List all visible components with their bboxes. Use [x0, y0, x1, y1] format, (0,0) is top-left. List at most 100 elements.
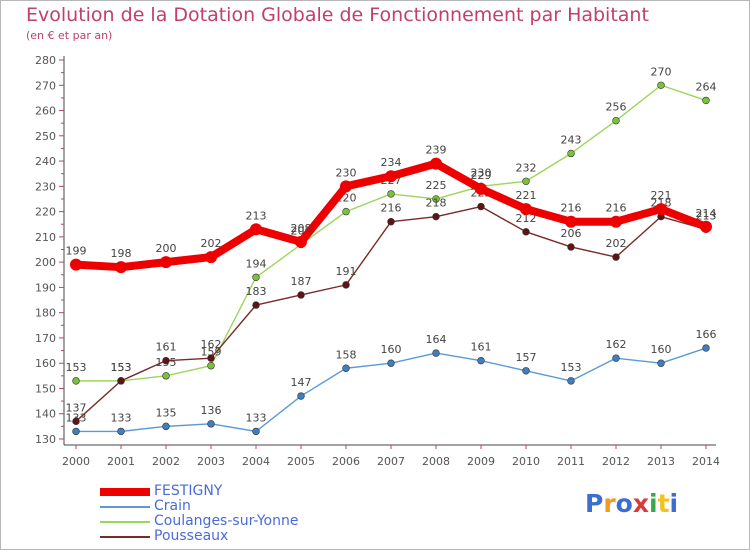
- x-tick-label: 2006: [332, 455, 360, 468]
- data-label-festigny: 230: [336, 166, 357, 179]
- data-point-pousseaux: [207, 354, 215, 362]
- data-point-coulanges-sur-yonne: [342, 207, 350, 216]
- data-label-coulanges-sur-yonne: 159: [201, 346, 222, 359]
- y-tick-label: 220: [35, 206, 56, 219]
- data-label-pousseaux: 137: [66, 401, 87, 414]
- data-label-pousseaux: 183: [246, 285, 267, 298]
- chart-title: Evolution de la Dotation Globale de Fonc…: [26, 4, 649, 26]
- data-point-coulanges-sur-yonne: [207, 362, 215, 370]
- data-point-pousseaux: [567, 243, 575, 251]
- data-point-crain: [252, 427, 260, 436]
- data-point-coulanges-sur-yonne: [657, 81, 665, 89]
- y-tick-label: 240: [35, 155, 56, 168]
- legend-swatch: [100, 488, 150, 496]
- x-tick-label: 2014: [692, 455, 720, 468]
- data-point-coulanges-sur-yonne: [162, 372, 170, 380]
- data-label-crain: 133: [246, 411, 267, 424]
- data-label-festigny: 221: [516, 189, 537, 202]
- data-point-festigny: [655, 203, 667, 216]
- data-label-pousseaux: 213: [696, 209, 717, 222]
- data-point-pousseaux: [162, 356, 170, 365]
- data-label-pousseaux: 218: [426, 197, 447, 210]
- data-label-festigny: 208: [291, 222, 312, 235]
- y-tick-label: 170: [35, 332, 56, 345]
- data-label-coulanges-sur-yonne: 270: [651, 65, 672, 78]
- y-tick-label: 160: [35, 357, 56, 370]
- data-point-coulanges-sur-yonne: [702, 96, 710, 105]
- data-label-festigny: 239: [426, 144, 447, 157]
- x-tick-label: 2002: [152, 455, 180, 468]
- x-tick-label: 2008: [422, 455, 450, 468]
- x-tick-label: 2003: [197, 455, 225, 468]
- x-tick-label: 2009: [467, 455, 495, 468]
- data-point-crain: [207, 420, 215, 428]
- data-point-pousseaux: [522, 228, 530, 236]
- data-label-festigny: 234: [381, 156, 402, 169]
- y-tick-label: 210: [35, 231, 56, 244]
- x-tick-label: 2005: [287, 455, 315, 468]
- data-label-coulanges-sur-yonne: 264: [696, 80, 717, 93]
- data-label-pousseaux: 202: [606, 237, 627, 250]
- data-point-coulanges-sur-yonne: [387, 190, 395, 198]
- data-point-crain: [477, 356, 485, 365]
- x-tick-label: 2012: [602, 455, 630, 468]
- data-label-coulanges-sur-yonne: 243: [561, 133, 582, 146]
- data-point-festigny: [70, 258, 82, 271]
- data-label-festigny: 229: [471, 169, 492, 182]
- data-label-festigny: 221: [651, 189, 672, 202]
- y-tick-label: 280: [35, 54, 56, 67]
- data-point-festigny: [565, 215, 577, 228]
- y-tick-label: 250: [35, 130, 56, 143]
- y-tick-label: 270: [35, 79, 56, 92]
- data-point-pousseaux: [387, 218, 395, 226]
- data-label-crain: 133: [111, 411, 132, 424]
- data-label-festigny: 202: [201, 237, 222, 250]
- data-label-crain: 135: [156, 406, 177, 419]
- data-point-pousseaux: [297, 291, 305, 299]
- data-point-festigny: [430, 157, 442, 170]
- data-point-pousseaux: [117, 377, 125, 385]
- x-tick-label: 2000: [62, 455, 90, 468]
- data-label-coulanges-sur-yonne: 153: [111, 361, 132, 374]
- data-label-festigny: 198: [111, 247, 132, 260]
- data-label-pousseaux: 216: [381, 202, 402, 215]
- data-point-crain: [117, 427, 125, 436]
- data-label-pousseaux: 187: [291, 275, 312, 288]
- data-point-pousseaux: [252, 301, 260, 309]
- data-label-crain: 153: [561, 361, 582, 374]
- legend-label: Crain: [154, 498, 191, 514]
- legend-swatch: [100, 521, 150, 523]
- line-chart: 130 140 150 160 170 180 190 200 210 220 230 240 250 2…: [35, 54, 720, 468]
- data-point-festigny: [160, 256, 172, 269]
- data-label-coulanges-sur-yonne: 194: [246, 257, 267, 270]
- data-point-festigny: [520, 203, 532, 216]
- data-point-crain: [657, 359, 665, 367]
- data-point-coulanges-sur-yonne: [72, 377, 80, 385]
- data-point-pousseaux: [432, 212, 440, 221]
- data-label-crain: 160: [381, 343, 402, 356]
- data-point-crain: [567, 377, 575, 385]
- data-point-festigny: [700, 220, 712, 233]
- data-label-festigny: 216: [561, 202, 582, 215]
- y-tick-label: 150: [35, 382, 56, 395]
- data-label-crain: 158: [336, 348, 357, 361]
- x-tick-label: 2010: [512, 455, 540, 468]
- data-label-crain: 136: [201, 404, 222, 417]
- data-point-crain: [342, 364, 350, 372]
- data-point-crain: [72, 427, 80, 436]
- data-label-pousseaux: 191: [336, 265, 357, 278]
- data-point-crain: [612, 354, 620, 362]
- data-label-pousseaux: 206: [561, 227, 582, 240]
- data-point-pousseaux: [342, 281, 350, 289]
- data-label-pousseaux: 162: [201, 338, 222, 351]
- data-point-crain: [432, 349, 440, 357]
- data-point-coulanges-sur-yonne: [567, 149, 575, 158]
- y-tick-label: 130: [35, 433, 56, 446]
- data-label-crain: 166: [696, 328, 717, 341]
- proxiti-logo: Proxiti: [585, 489, 679, 518]
- data-point-crain: [702, 344, 710, 352]
- data-point-crain: [387, 359, 395, 367]
- legend-swatch: [100, 536, 150, 538]
- data-point-crain: [162, 422, 170, 431]
- x-tick-label: 2001: [107, 455, 135, 468]
